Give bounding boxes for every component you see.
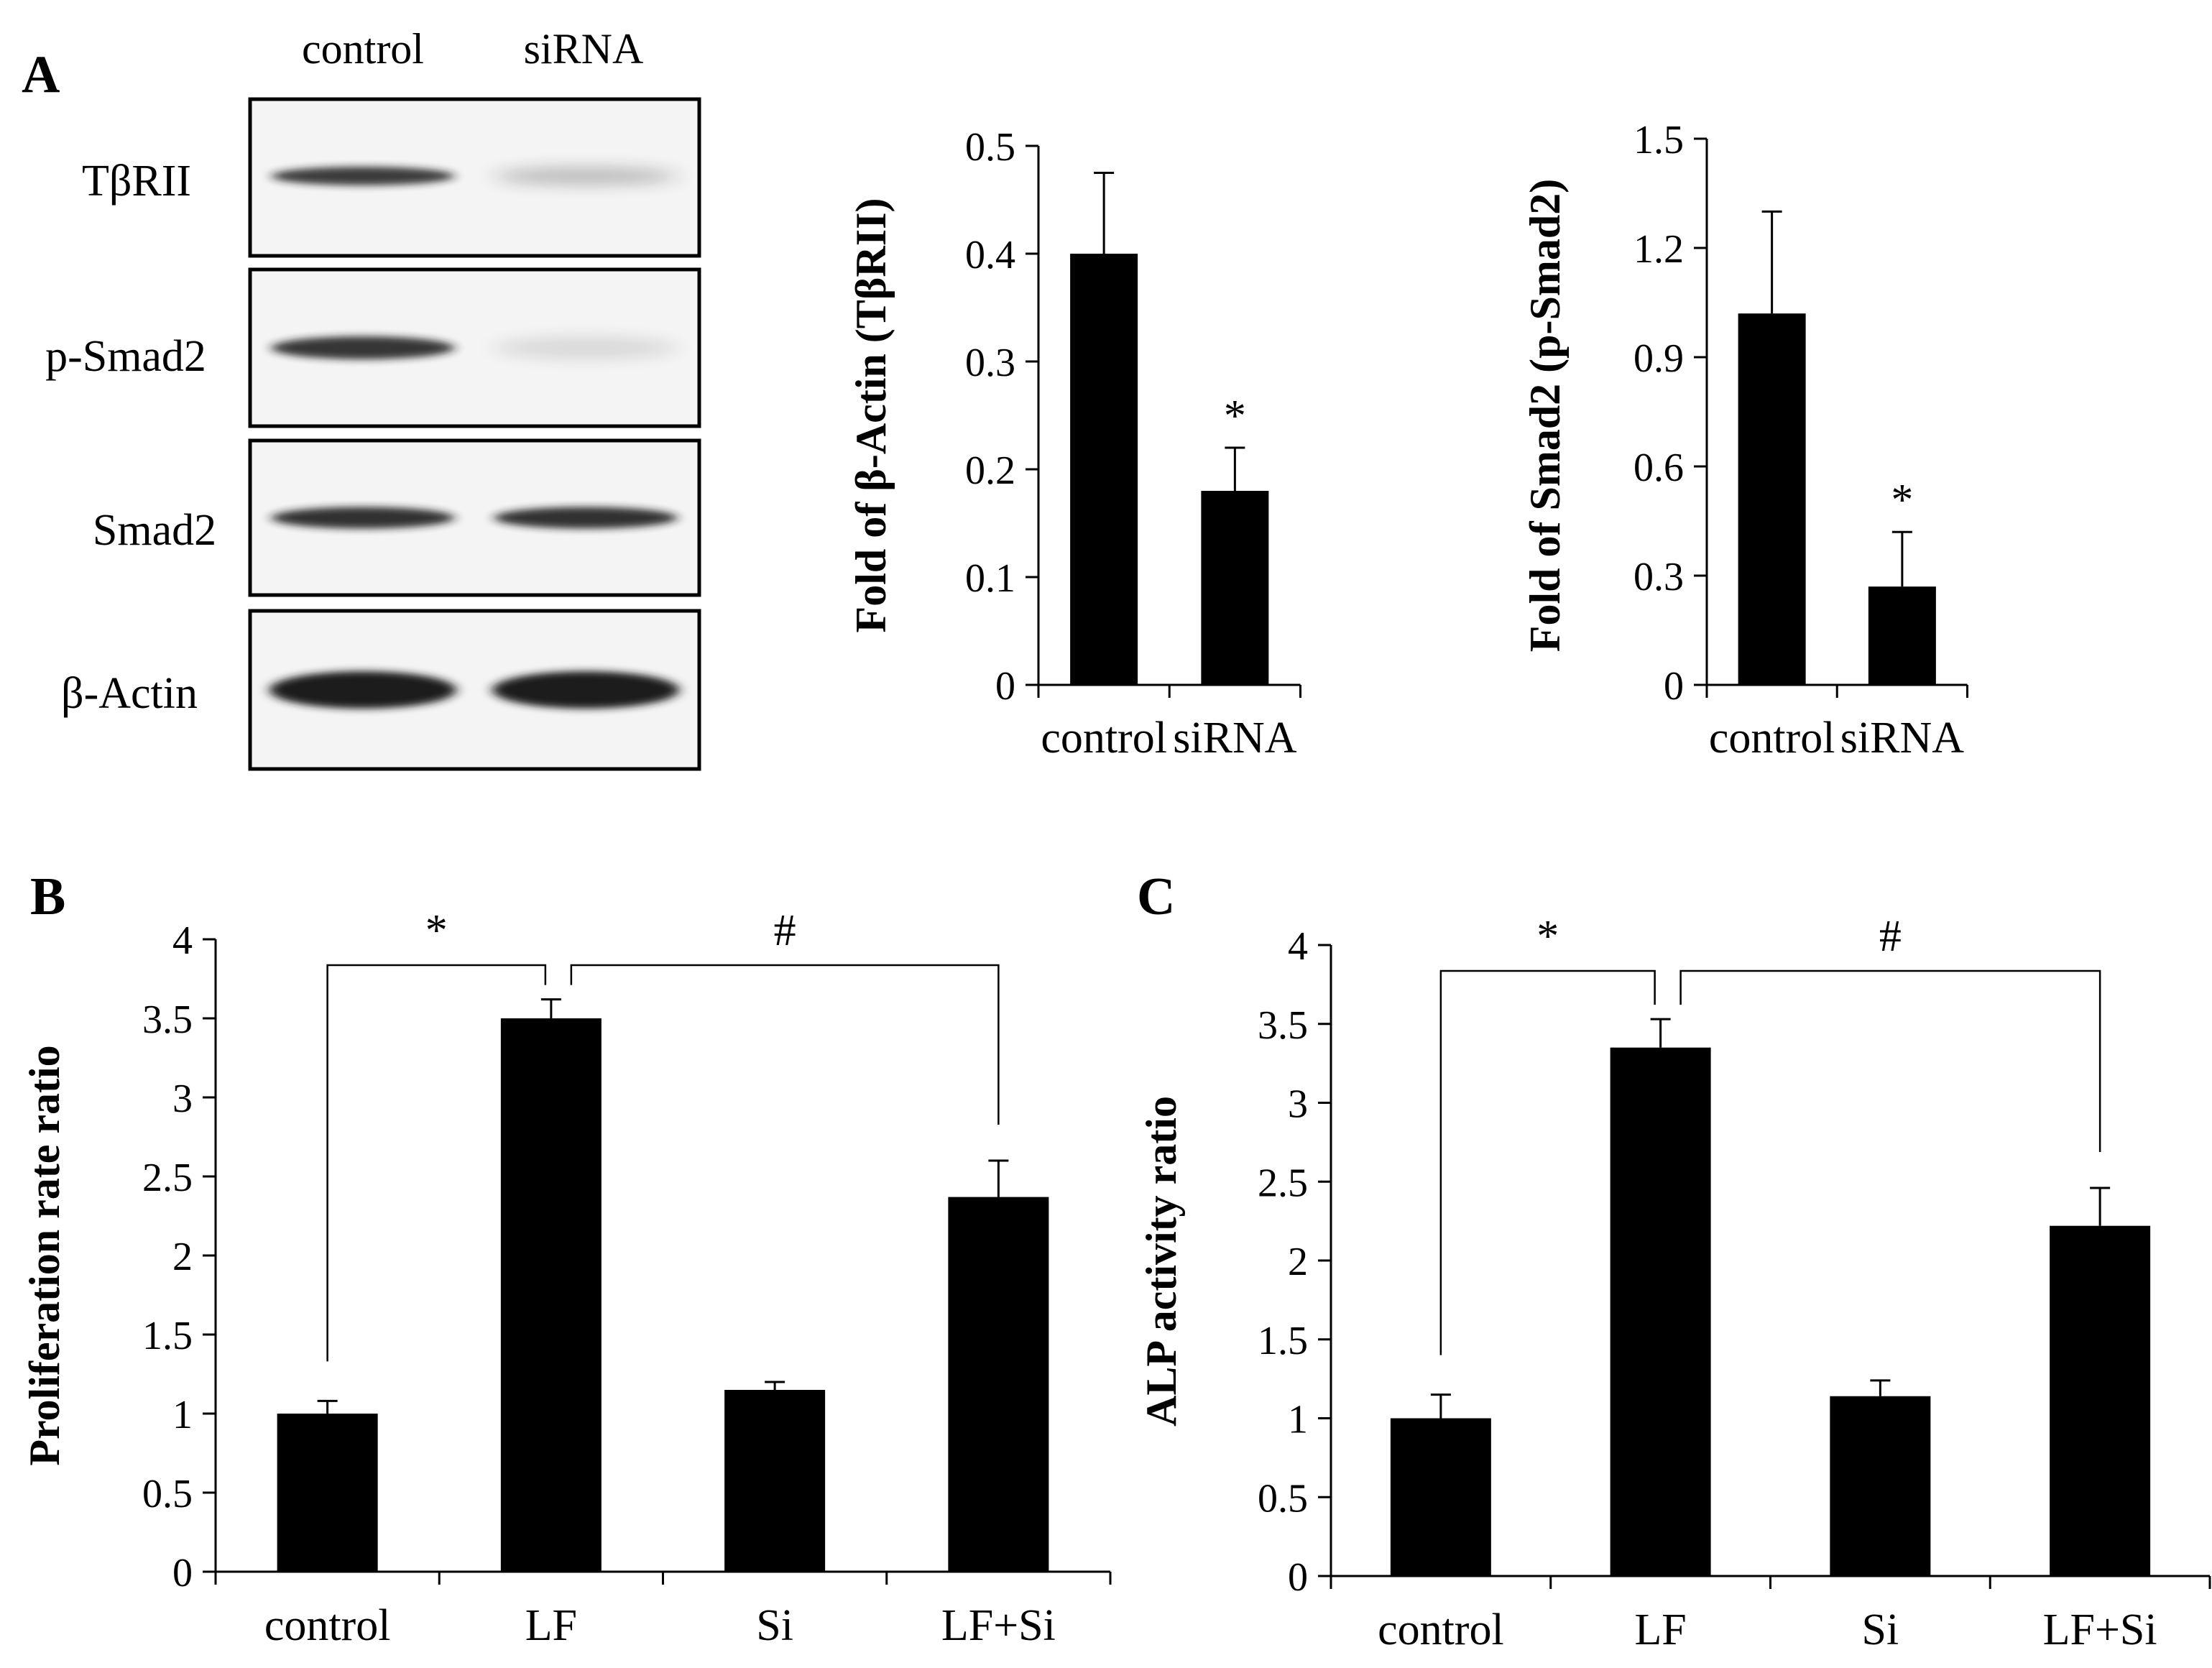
blot-band — [271, 167, 455, 185]
panel-letter-b: B — [30, 867, 65, 926]
y-tick-label: 0 — [1664, 664, 1684, 709]
bracket-mark: # — [774, 906, 796, 955]
blot-band — [494, 167, 678, 185]
y-tick-label: 0.3 — [965, 341, 1015, 385]
y-axis-title: Fold of β-Actin (TβRII) — [847, 198, 895, 633]
category-label: LF — [1634, 1605, 1686, 1654]
y-tick-label: 0.2 — [965, 448, 1015, 493]
bar-lf — [1610, 1047, 1711, 1576]
y-tick-label: 4 — [172, 918, 193, 963]
y-tick-label: 0.4 — [965, 233, 1015, 277]
y-tick-label: 2 — [1288, 1240, 1308, 1284]
y-tick-label: 0 — [172, 1551, 193, 1595]
y-tick-label: 0.9 — [1633, 336, 1684, 381]
y-tick-label: 0.5 — [1258, 1476, 1308, 1521]
bar-lf-si — [948, 1197, 1049, 1572]
bracket-mark: * — [1536, 912, 1559, 961]
chart-psmad2-fold: 0 0.3 0.6 0.9 1.2 1.5 control siRNA * Fold of Sma… — [1521, 118, 1968, 762]
blot-band — [269, 671, 456, 709]
y-tick-label: 0 — [1288, 1555, 1308, 1600]
significance-bracket — [326, 964, 547, 1362]
bar-si — [1830, 1396, 1931, 1576]
y-tick-label: 1.5 — [142, 1314, 193, 1358]
y-tick-label: 1.5 — [1633, 118, 1684, 162]
y-tick-label: 1.2 — [1633, 227, 1684, 272]
category-label: control — [264, 1601, 391, 1650]
y-tick-label: 2 — [172, 1235, 193, 1279]
significance-mark: * — [1224, 392, 1246, 441]
category-label: LF+Si — [2043, 1605, 2157, 1654]
bar-control — [1070, 254, 1138, 685]
bar-control — [1390, 1418, 1491, 1576]
chart-proliferation: 0 0.5 1 1.5 2 2.5 3 3.5 4 control LF Si LF+Si * # Proli… — [21, 906, 1112, 1650]
y-tick-label: 3 — [172, 1077, 193, 1121]
y-axis-title: Proliferation rate ratio — [21, 1045, 68, 1465]
blot-band — [494, 507, 678, 529]
y-tick-label: 1.5 — [1258, 1319, 1308, 1363]
y-tick-label: 0.3 — [1633, 555, 1684, 599]
y-tick-label: 4 — [1288, 924, 1308, 969]
blot-band — [494, 336, 678, 359]
y-axis-title: ALP activity ratio — [1138, 1096, 1185, 1427]
bar-control — [277, 1414, 378, 1572]
bar-control — [1738, 313, 1806, 685]
bar-lf — [500, 1018, 602, 1572]
blot-row-label: p-Smad2 — [45, 332, 206, 381]
y-tick-label: 0.5 — [965, 125, 1015, 170]
significance-bracket — [570, 964, 1000, 1125]
y-tick-label: 0.5 — [142, 1472, 193, 1516]
bar-lf-si — [2050, 1225, 2151, 1576]
western-blot: control siRNA TβRII p-Smad2 Smad2 β-Actin — [45, 25, 701, 771]
category-label: Si — [1862, 1605, 1899, 1654]
y-axis-title: Fold of Smad2 (p-Smad2) — [1521, 179, 1569, 652]
y-tick-label: 0 — [995, 664, 1015, 709]
category-label: siRNA — [1840, 714, 1964, 762]
chart-tbrii-fold: 0 0.1 0.2 0.3 0.4 0.5 control siRNA * Fold of β-A… — [847, 125, 1301, 762]
y-tick-label: 0.1 — [965, 556, 1015, 601]
bar-si — [724, 1390, 826, 1572]
category-label: LF+Si — [941, 1601, 1056, 1650]
category-label: Si — [756, 1601, 793, 1650]
bar-sirna — [1201, 491, 1269, 685]
category-label: siRNA — [1173, 714, 1296, 762]
category-label: control — [1378, 1605, 1504, 1654]
bracket-mark: # — [1879, 912, 1902, 961]
y-tick-label: 3.5 — [142, 997, 193, 1042]
blot-row-label: Smad2 — [93, 506, 216, 555]
lane-label-0: control — [302, 25, 424, 73]
bracket-mark: * — [425, 906, 448, 955]
y-tick-label: 1 — [1288, 1398, 1308, 1442]
blot-band — [492, 671, 679, 709]
category-label: LF — [525, 1601, 577, 1650]
significance-bracket — [1439, 969, 1656, 1355]
blot-band — [271, 507, 455, 529]
bar-sirna — [1868, 586, 1936, 685]
chart-alp-activity: 0 0.5 1 1.5 2 2.5 3 3.5 4 control LF Si LF+Si * # ALP a… — [1138, 912, 2211, 1654]
panel-letter-c: C — [1137, 867, 1175, 926]
y-tick-label: 2.5 — [142, 1156, 193, 1200]
y-tick-label: 0.6 — [1633, 446, 1684, 490]
y-tick-label: 1 — [172, 1393, 193, 1437]
category-label: control — [1709, 714, 1835, 762]
blot-row-label: β-Actin — [61, 669, 198, 718]
category-label: control — [1041, 714, 1167, 762]
blot-row-label: TβRII — [82, 157, 191, 206]
significance-mark: * — [1891, 476, 1913, 525]
lane-label-1: siRNA — [524, 25, 644, 73]
y-tick-label: 3 — [1288, 1082, 1308, 1127]
y-tick-label: 3.5 — [1258, 1003, 1308, 1048]
y-tick-label: 2.5 — [1258, 1161, 1308, 1205]
blot-band — [271, 336, 455, 359]
panel-letter-a: A — [22, 45, 60, 104]
significance-bracket — [1679, 969, 2101, 1153]
